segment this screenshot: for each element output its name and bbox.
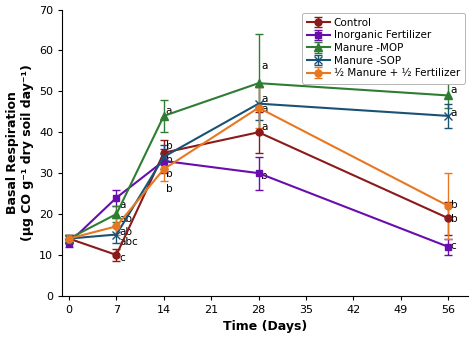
- Text: a: a: [166, 106, 172, 116]
- Text: b: b: [166, 169, 173, 179]
- Text: a: a: [261, 104, 268, 114]
- X-axis label: Time (Days): Time (Days): [223, 320, 308, 334]
- Text: ab: ab: [119, 214, 132, 224]
- Text: abc: abc: [119, 237, 138, 247]
- Text: b: b: [261, 171, 268, 181]
- Text: a: a: [261, 122, 268, 132]
- Text: a: a: [261, 61, 268, 71]
- Text: a: a: [261, 94, 268, 104]
- Text: c: c: [451, 241, 456, 251]
- Text: a: a: [451, 85, 457, 95]
- Text: a: a: [119, 200, 126, 210]
- Text: a: a: [451, 108, 457, 118]
- Text: b: b: [166, 183, 173, 194]
- Text: ab: ab: [119, 226, 132, 237]
- Y-axis label: Basal Respiration
(µg CO g⁻¹ dry soil day⁻¹): Basal Respiration (µg CO g⁻¹ dry soil da…: [6, 64, 34, 241]
- Text: b: b: [166, 141, 173, 151]
- Text: b: b: [451, 214, 457, 224]
- Text: c: c: [119, 253, 125, 263]
- Text: b: b: [451, 200, 457, 210]
- Legend: Control, Inorganic Fertilizer, Manure -MOP, Manure -SOP, ½ Manure + ½ Fertilizer: Control, Inorganic Fertilizer, Manure -M…: [301, 13, 465, 83]
- Text: b: b: [166, 155, 173, 165]
